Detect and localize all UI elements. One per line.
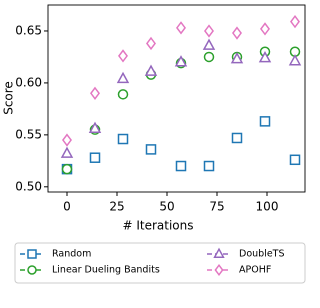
y-tick-label: 0.50 <box>15 179 42 193</box>
marker <box>116 71 130 84</box>
plot-frame <box>47 4 306 193</box>
x-axis-label: # Iterations <box>122 219 193 233</box>
marker <box>27 249 37 259</box>
marker <box>27 265 37 275</box>
marker <box>174 55 188 67</box>
legend-box <box>14 242 306 284</box>
marker <box>260 22 270 36</box>
marker <box>176 21 186 35</box>
marker <box>204 24 214 38</box>
marker <box>203 51 215 63</box>
marker <box>203 160 215 172</box>
marker <box>202 38 216 50</box>
y-axis-label: Score <box>2 81 16 115</box>
marker <box>230 52 244 64</box>
y-tick-label: 0.60 <box>15 75 42 89</box>
x-tick-label: 50 <box>159 200 174 214</box>
x-tick-label: 0 <box>63 200 71 214</box>
marker <box>88 121 102 133</box>
marker <box>62 133 72 147</box>
legend: Random Linear Dueling Bandits DoubleTS APOH… <box>20 247 285 277</box>
marker <box>175 160 187 172</box>
y-tick-label: 0.55 <box>15 127 42 141</box>
marker <box>117 89 129 100</box>
marker <box>213 247 225 258</box>
x-tick-label: 25 <box>109 200 124 214</box>
marker <box>60 146 74 158</box>
x-tick-label: 75 <box>209 200 224 214</box>
marker <box>288 54 302 66</box>
y-tick-label: 0.65 <box>15 23 42 37</box>
marker <box>145 144 157 155</box>
marker <box>231 132 243 144</box>
marker <box>259 116 271 127</box>
legend-label: APOHF <box>239 265 271 276</box>
legend-label: DoubleTS <box>239 249 285 260</box>
marker <box>144 64 158 76</box>
x-tick-label: 100 <box>256 200 279 214</box>
marker <box>89 152 101 163</box>
marker <box>214 263 224 277</box>
marker <box>290 14 300 29</box>
marker <box>258 51 272 63</box>
marker <box>117 133 129 145</box>
marker <box>61 163 73 175</box>
legend-label: Random <box>52 249 91 260</box>
marker <box>232 26 242 40</box>
legend-label: Linear Dueling Bandits <box>52 265 160 276</box>
marker <box>146 36 156 51</box>
marker <box>118 49 128 63</box>
marker <box>90 86 100 100</box>
marker <box>289 154 301 166</box>
